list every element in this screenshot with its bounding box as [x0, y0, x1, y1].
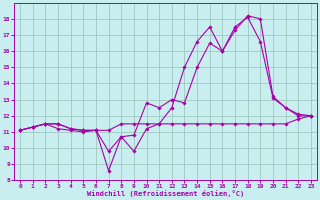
- X-axis label: Windchill (Refroidissement éolien,°C): Windchill (Refroidissement éolien,°C): [87, 190, 244, 197]
